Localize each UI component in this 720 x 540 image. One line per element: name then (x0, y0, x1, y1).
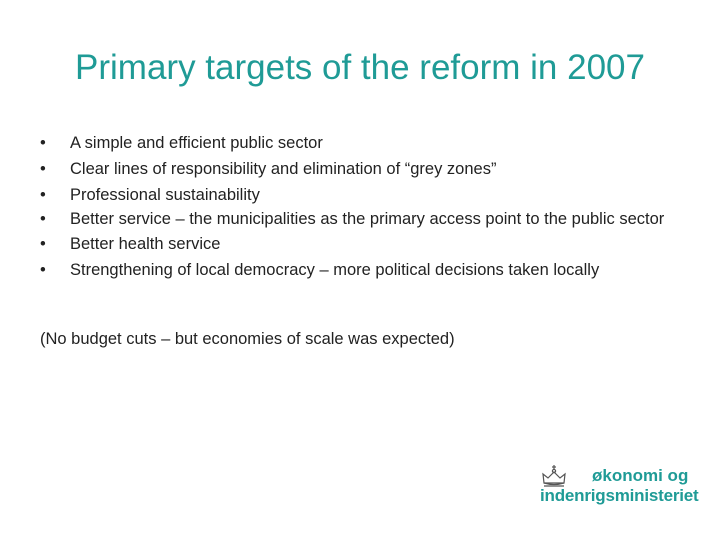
bullet-list: • A simple and efficient public sector •… (40, 130, 680, 283)
slide-title: Primary targets of the reform in 2007 (75, 48, 645, 87)
bullet-marker: • (40, 261, 46, 279)
bullet-item: • A simple and efficient public sector (40, 130, 680, 156)
logo-text-line2: indenrigsministeriet (540, 486, 699, 505)
bullet-marker: • (40, 160, 46, 178)
bullet-text: Professional sustainability (70, 186, 260, 204)
note-text: (No budget cuts – but economies of scale… (40, 330, 455, 348)
bullet-text: Clear lines of responsibility and elimin… (70, 160, 497, 178)
bullet-item: • Professional sustainability (40, 182, 680, 208)
bullet-marker: • (40, 186, 46, 204)
bullet-text: Better service – the municipalities as t… (70, 210, 665, 228)
bullet-item: • Clear lines of responsibility and elim… (40, 156, 680, 182)
bullet-text: Strengthening of local democracy – more … (70, 261, 600, 279)
bullet-marker: • (40, 210, 46, 228)
crown-icon (540, 464, 568, 488)
bullet-item: • Better health service (40, 231, 680, 257)
bullet-text: Better health service (70, 235, 221, 253)
bullet-item: • Strengthening of local democracy – mor… (40, 257, 680, 283)
bullet-text: A simple and efficient public sector (70, 134, 323, 152)
bullet-marker: • (40, 134, 46, 152)
bullet-marker: • (40, 235, 46, 253)
bullet-item: • Better service – the municipalities as… (40, 208, 680, 231)
ministry-logo: økonomi og indenrigsministeriet (538, 462, 699, 512)
logo-text-line1: økonomi og (592, 466, 689, 485)
